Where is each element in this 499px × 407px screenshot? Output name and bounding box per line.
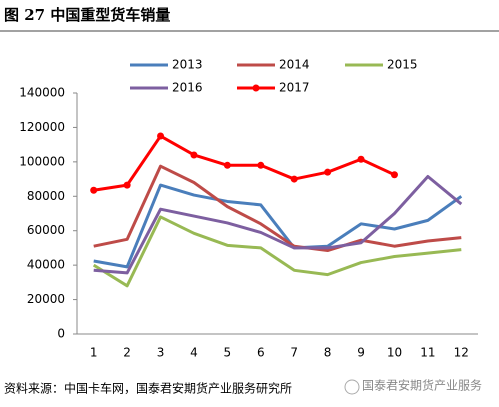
- series-line: [93, 134, 396, 192]
- y-tick-label: 20000: [27, 292, 65, 306]
- x-tick-label: 11: [420, 346, 435, 360]
- x-tick-label: 12: [454, 346, 469, 360]
- y-tick-label: 100000: [19, 154, 65, 168]
- series-line: [92, 215, 462, 288]
- series-line: [93, 174, 463, 275]
- point: [390, 171, 398, 179]
- point: [90, 186, 98, 194]
- legend-label: 2017: [279, 81, 310, 95]
- source-note: 资料来源：中国卡车网，国泰君安期货产业服务研究所: [4, 381, 292, 396]
- chart-title: 图 27 中国重型货车销量: [4, 6, 170, 24]
- watermark-icon: [344, 379, 360, 395]
- y-tick-label: 140000: [19, 86, 65, 100]
- x-tick-label: 3: [157, 346, 165, 360]
- point: [257, 161, 265, 169]
- legend-label: 2016: [172, 81, 203, 95]
- x-tick-label: 4: [190, 346, 198, 360]
- x-tick-label: 5: [224, 346, 232, 360]
- x-tick-label: 9: [357, 346, 365, 360]
- point: [223, 161, 231, 169]
- point: [290, 175, 298, 183]
- point: [324, 168, 332, 176]
- legend-label: 2014: [279, 58, 310, 72]
- point: [190, 151, 198, 159]
- x-tick-label: 6: [257, 346, 265, 360]
- x-tick-label: 7: [290, 346, 298, 360]
- legend-marker: [252, 84, 260, 92]
- x-tick-label: 2: [123, 346, 131, 360]
- x-tick-label: 10: [387, 346, 402, 360]
- y-tick-label: 80000: [27, 189, 65, 203]
- watermark: 国泰君安期货产业服务: [362, 378, 482, 393]
- x-tick-label: 1: [90, 346, 98, 360]
- y-tick-label: 60000: [27, 223, 65, 237]
- x-tick-label: 8: [324, 346, 332, 360]
- point: [357, 155, 365, 163]
- y-tick-label: 0: [57, 327, 65, 341]
- point: [123, 181, 131, 189]
- y-tick-label: 40000: [27, 258, 65, 272]
- y-tick-label: 120000: [19, 120, 65, 134]
- series-line: [93, 164, 462, 253]
- point: [157, 132, 165, 140]
- legend-label: 2013: [172, 58, 203, 72]
- legend-label: 2015: [387, 58, 418, 72]
- series-line: [93, 183, 463, 269]
